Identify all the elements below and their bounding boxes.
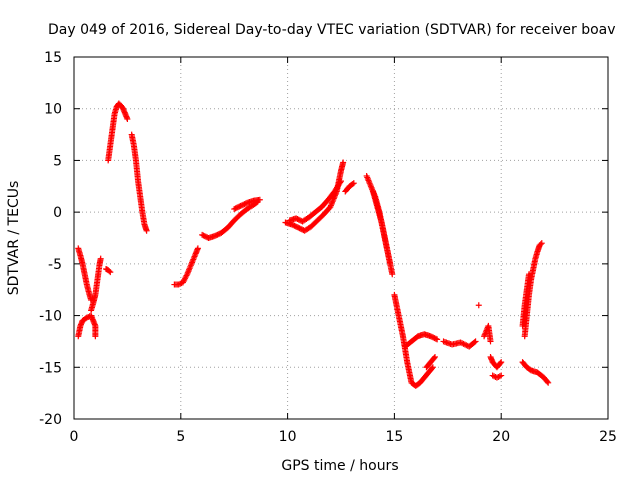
data-point [92,333,99,340]
data-point [124,116,131,123]
data-point [389,271,396,278]
data-point [106,268,113,275]
data-point [471,339,478,346]
y-tick-label: -5 [48,257,62,273]
x-tick-label: 5 [176,429,185,445]
data-point [429,364,436,371]
y-tick-label: -15 [39,360,62,376]
data-point [497,360,504,367]
y-tick-label: -20 [39,412,62,428]
data-point [256,196,263,203]
data-point [338,178,344,185]
data-point [525,271,532,278]
axis-ticks [73,56,609,420]
data-point [495,373,502,380]
x-tick-label: 15 [385,429,403,445]
axis-tick-labels: 0 5 10 15 20 25 -20 -15 -10 -5 0 5 10 15 [39,50,617,445]
y-tick-label: 0 [53,205,62,221]
data-point [143,227,150,234]
x-tick-label: 25 [599,429,617,445]
data-point [183,272,190,279]
plot-frame [73,56,609,420]
data-point [487,338,494,345]
data-point [432,335,439,342]
y-tick-label: 10 [44,102,62,118]
y-tick-label: 15 [44,50,62,66]
data-point [97,255,104,262]
data-point [424,363,431,370]
data-point [538,240,545,247]
data-point [387,260,394,267]
y-tick-label: -10 [39,309,62,325]
data-point [537,241,544,248]
data-point [337,179,344,186]
data-point [350,180,357,187]
data-point [194,245,201,252]
data-point [423,364,430,371]
chart-title: Day 049 of 2016, Sidereal Day-to-day VTE… [48,22,616,38]
data-point [177,280,184,287]
data-point [491,373,498,380]
data-point [349,180,356,187]
y-axis-title: SDTVAR / TECUs [6,181,22,296]
data-point [340,159,347,166]
data-series [75,100,552,389]
x-tick-label: 10 [279,429,297,445]
data-point [498,372,505,379]
x-axis-title: GPS time / hours [281,458,398,474]
data-point [544,378,551,385]
x-tick-label: 20 [492,429,510,445]
data-point [107,269,114,276]
data-point [428,365,435,372]
data-point [545,379,552,386]
data-point [472,338,479,345]
y-tick-label: 5 [53,153,62,169]
grid [74,57,608,419]
data-point [496,373,503,380]
data-point [475,302,482,309]
x-tick-label: 0 [70,429,79,445]
data-point [434,336,441,343]
data-point [498,359,505,366]
